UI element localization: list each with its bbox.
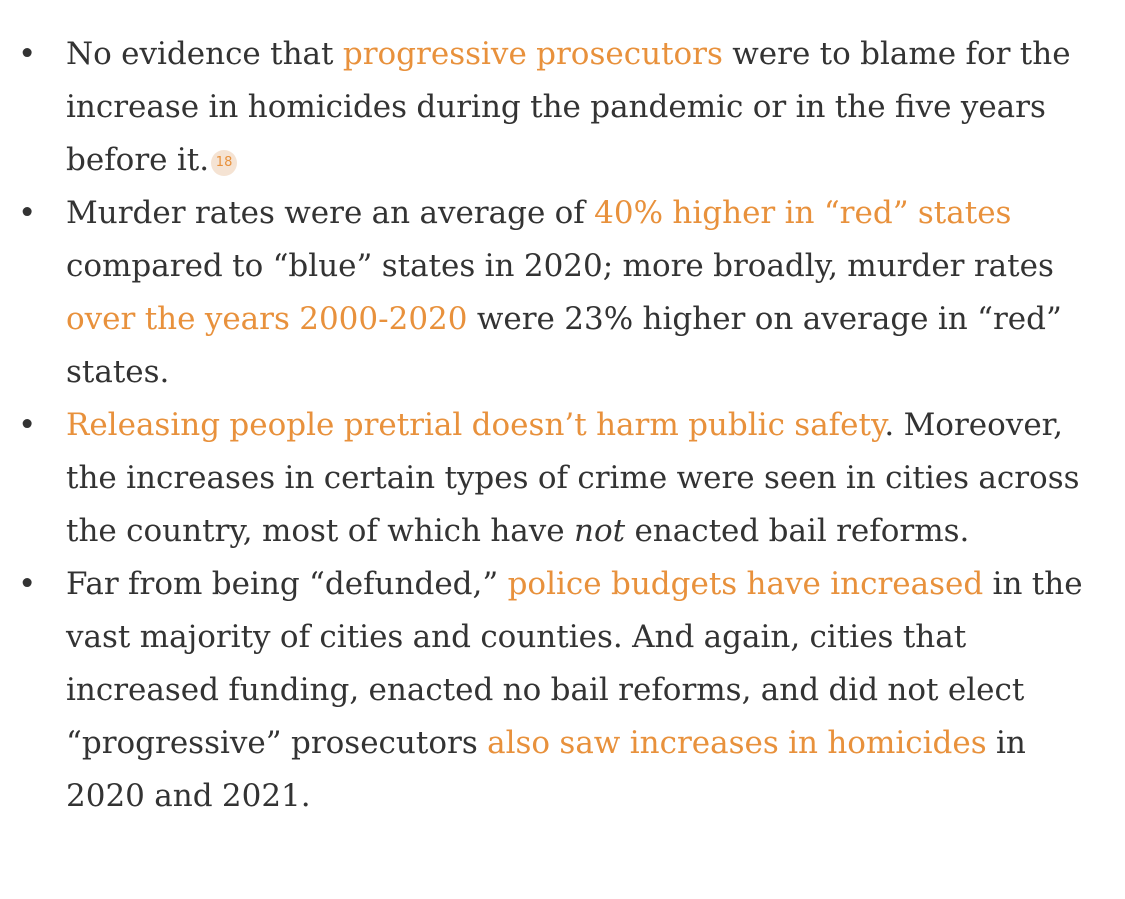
bullet-marker: • (18, 36, 37, 72)
link-releasing-pretrial[interactable]: Releasing people pretrial doesn’t harm p… (66, 407, 885, 443)
bullet-list: • No evidence that progressive prosecutor… (0, 28, 1125, 823)
item-text: were 23% higher on average in “red” stat… (66, 301, 1062, 390)
list-item: • No evidence that progressive prosecutor… (0, 28, 1125, 187)
link-red-states-murder-rates[interactable]: 40% higher in “red” states (594, 195, 1012, 231)
item-text: in 2020 and 2021. (66, 725, 1026, 814)
item-text: No evidence that (66, 36, 343, 72)
item-text: Murder rates were an average of (66, 195, 595, 231)
bullet-marker: • (18, 566, 37, 602)
item-text: were to blame for the increase in homici… (66, 36, 1071, 178)
item-text: . Moreover, the increases in certain typ… (66, 407, 1080, 549)
list-item: • Releasing people pretrial doesn’t harm … (0, 399, 1125, 558)
item-text: Far from being “defunded,” (66, 566, 508, 602)
list-item: • Far from being “defunded,” police budge… (0, 558, 1125, 823)
article-body: • No evidence that progressive prosecutor… (0, 28, 1125, 823)
link-progressive-prosecutors[interactable]: progressive prosecutors (342, 36, 723, 72)
bullet-marker: • (18, 195, 37, 231)
emphasis-text: not (574, 513, 626, 549)
link-increases-in-homicides[interactable]: also saw increases in homicides (487, 725, 987, 761)
item-text: enacted bail reforms. (625, 513, 970, 549)
bullet-marker: • (18, 407, 37, 443)
item-text: in the vast majority of cities and count… (66, 566, 1083, 761)
item-text: compared to “blue” states in 2020; more … (66, 248, 1054, 284)
list-item: • Murder rates were an average of 40% hig… (0, 187, 1125, 399)
link-years-2000-2020[interactable]: over the years 2000-2020 (66, 301, 468, 337)
link-police-budgets[interactable]: police budgets have increased (507, 566, 984, 602)
footnote-marker[interactable]: 18 (211, 150, 238, 176)
